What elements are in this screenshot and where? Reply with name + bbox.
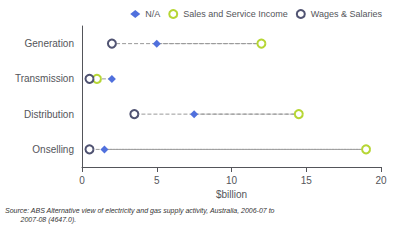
svg-text:Transmission: Transmission: [15, 73, 74, 84]
svg-text:Source: ABS Alternative view o: Source: ABS Alternative view of electric…: [5, 207, 275, 215]
svg-text:N/A: N/A: [145, 9, 160, 19]
svg-text:5: 5: [154, 175, 160, 186]
svg-text:0: 0: [79, 175, 85, 186]
svg-text:10: 10: [226, 175, 238, 186]
svg-text:$billion: $billion: [216, 189, 247, 200]
svg-text:2007-08 (4647.0).: 2007-08 (4647.0).: [5, 216, 76, 224]
svg-text:Sales and Service Income: Sales and Service Income: [183, 9, 288, 19]
svg-text:Onselling: Onselling: [32, 144, 74, 155]
svg-text:15: 15: [301, 175, 313, 186]
svg-text:20: 20: [375, 175, 387, 186]
svg-text:Distribution: Distribution: [24, 109, 74, 120]
svg-text:Generation: Generation: [25, 38, 74, 49]
svg-text:Wages & Salaries: Wages & Salaries: [311, 9, 383, 19]
